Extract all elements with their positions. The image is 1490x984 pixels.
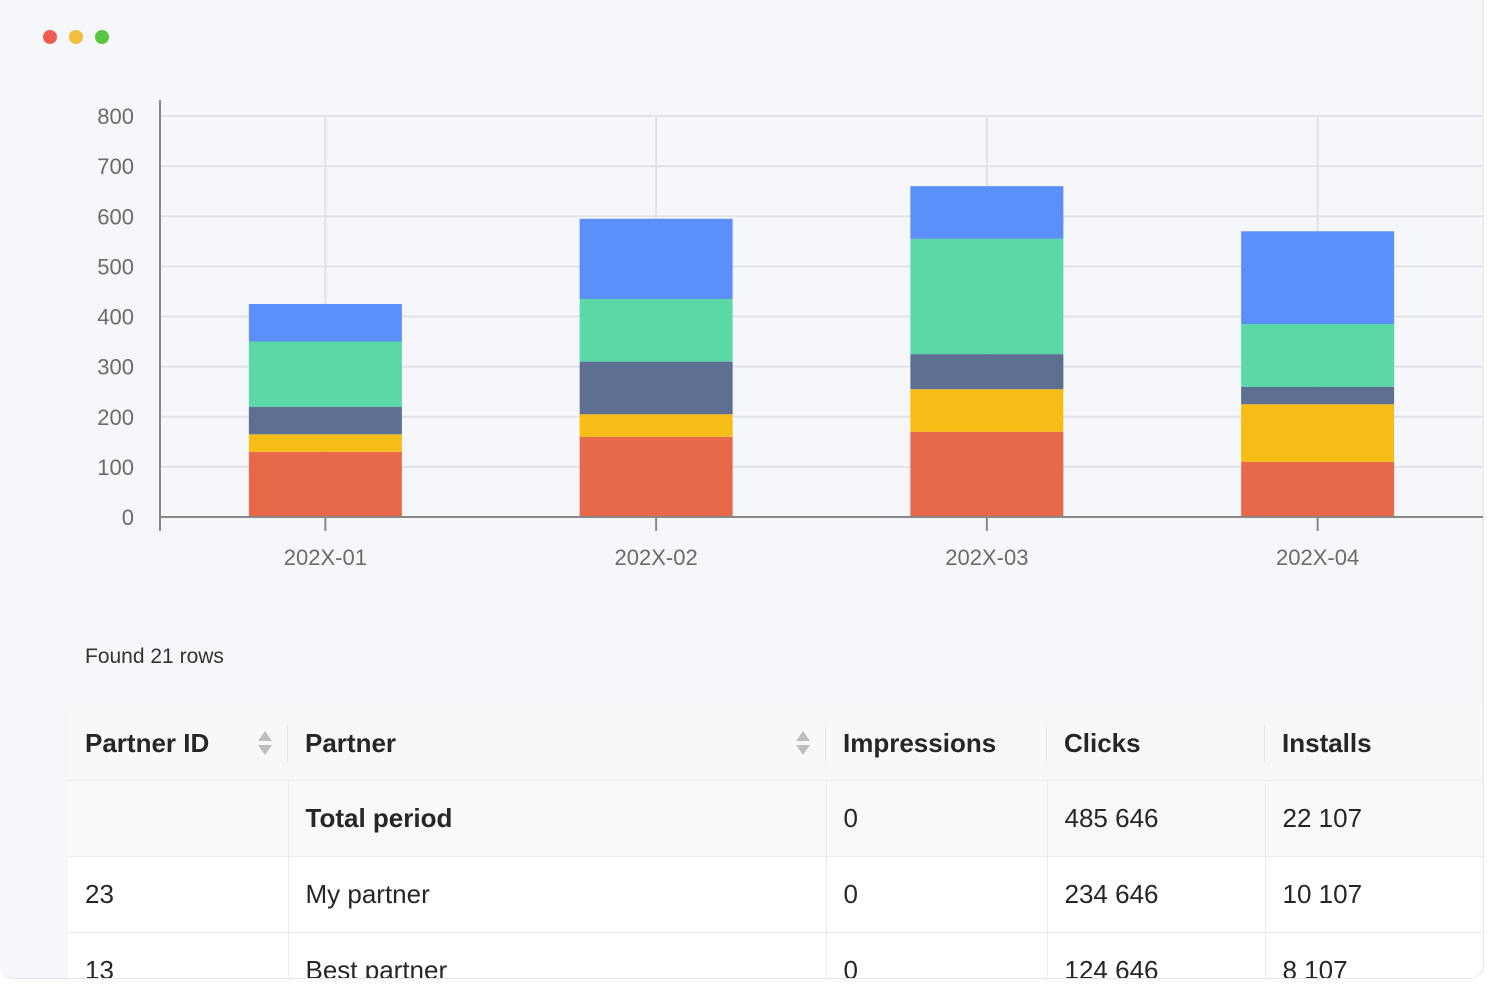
x-tick-label: 202X-01 [284,545,367,570]
cell-impressions: 0 [826,780,1048,857]
bar-segment [248,406,402,435]
table-row[interactable]: 23 My partner 0 234 646 10 107 [68,856,1483,933]
bar-segment [910,389,1064,432]
cell-partner-id: 23 [68,856,289,933]
bar-segment [1241,386,1395,405]
close-window-button[interactable] [43,30,57,44]
cell-clicks: 234 646 [1047,856,1266,933]
partners-table: Partner ID Partner Impressions Clicks In… [68,707,1483,978]
x-tick-label: 202X-03 [945,545,1028,570]
bar-segment [579,218,733,299]
y-tick-label: 0 [122,505,134,530]
bar-segment [1241,461,1395,517]
cell-impressions: 0 [826,932,1048,978]
bar-segment [248,341,402,407]
y-tick-label: 800 [97,104,134,129]
table-row-total: Total period 0 485 646 22 107 [68,780,1483,857]
maximize-window-button[interactable] [95,30,109,44]
bar-segment [1241,231,1395,325]
column-label: Impressions [843,728,997,758]
column-label: Partner ID [85,728,210,758]
cell-partner-id: 13 [68,932,289,978]
stacked-bar-chart: 0 100 200 300 400 500 600 700 800 202X-01 202X-02 2… [97,100,1483,570]
y-tick-label: 700 [97,154,134,179]
found-rows-count: Found 21 rows [85,645,224,668]
cell-clicks: 124 646 [1047,932,1266,978]
bar-segment [579,436,733,517]
bar-segment [910,186,1064,239]
column-divider [1046,725,1047,762]
cell-installs: 10 107 [1265,856,1483,933]
cell-installs: 8 107 [1265,932,1483,978]
cell-partner: My partner [288,856,827,933]
column-label: Partner [305,728,397,758]
cell-impressions: 0 [826,856,1048,933]
bar-segment [579,414,733,437]
y-tick-label: 600 [97,204,134,229]
cell-clicks: 485 646 [1047,780,1266,857]
bar-segment [248,451,402,517]
y-tick-label: 200 [97,405,134,430]
bar-segment [579,361,733,415]
cell-partner: Best partner [288,932,827,978]
column-divider [1264,725,1265,762]
column-header-installs: Installs [1265,707,1483,781]
sort-icon[interactable] [257,731,273,757]
cell-installs: 22 107 [1265,780,1483,857]
bar-segment [1241,404,1395,462]
column-label: Installs [1282,728,1372,758]
minimize-window-button[interactable] [69,30,83,44]
x-tick-label: 202X-02 [615,545,698,570]
column-label: Clicks [1064,728,1141,758]
y-tick-label: 100 [97,455,134,480]
column-header-clicks: Clicks [1047,707,1265,781]
table-header-row: Partner ID Partner Impressions Clicks In… [68,707,1483,781]
x-tick-label: 202X-04 [1276,545,1359,570]
table-row[interactable]: 13 Best partner 0 124 646 8 107 [68,932,1483,978]
bar-segment [910,354,1064,390]
column-divider [825,725,826,762]
bar-segment [910,238,1064,355]
y-tick-label: 300 [97,355,134,380]
bar-segment [1241,324,1395,387]
column-header-partner-id[interactable]: Partner ID [68,707,288,781]
y-tick-label: 500 [97,254,134,279]
bar-segment [248,434,402,452]
sort-icon[interactable] [795,731,811,757]
bar-segment [579,298,733,362]
column-divider [287,725,288,762]
column-header-impressions: Impressions [826,707,1047,781]
y-tick-label: 400 [97,305,134,330]
column-header-partner[interactable]: Partner [288,707,826,781]
bar-segment [910,431,1064,517]
bar-segment [248,303,402,342]
cell-partner: Total period [288,780,827,857]
cell-partner-id [68,780,289,857]
